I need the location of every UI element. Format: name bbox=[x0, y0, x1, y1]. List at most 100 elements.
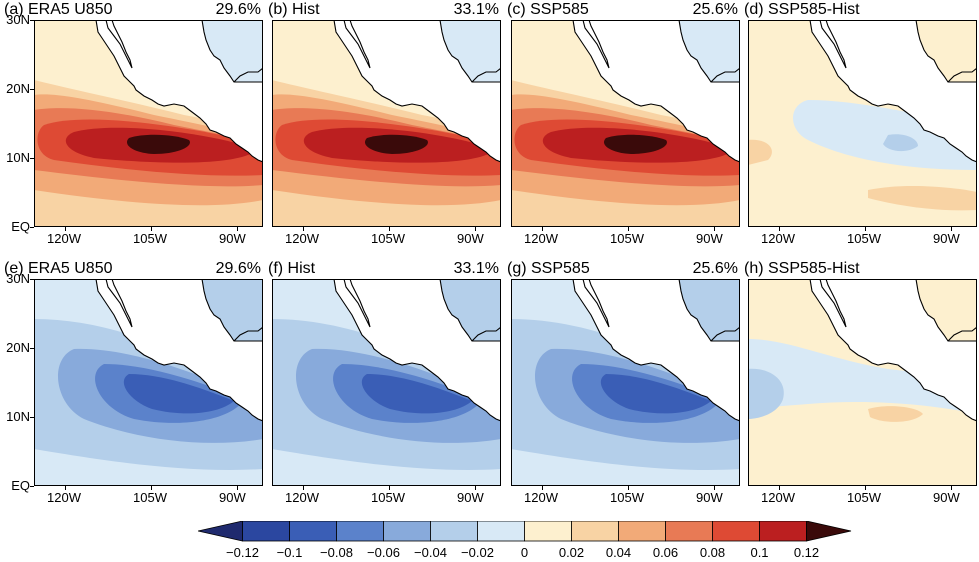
coastline bbox=[678, 20, 740, 83]
colorbar-swatch bbox=[571, 521, 619, 542]
land-mask bbox=[573, 279, 740, 421]
coastline bbox=[439, 279, 501, 342]
panel-percent-f: 33.1% bbox=[453, 260, 499, 277]
coastline bbox=[201, 279, 263, 342]
lon-tick bbox=[779, 227, 780, 231]
contour-map-b bbox=[272, 20, 501, 227]
colorbar-label: −0.02 bbox=[461, 545, 494, 560]
land-mask bbox=[334, 279, 501, 421]
lon-label: 120W bbox=[285, 231, 319, 246]
coastline bbox=[819, 279, 847, 328]
map-panel-a bbox=[34, 20, 263, 227]
lon-tick bbox=[65, 227, 66, 231]
land-mask bbox=[810, 279, 977, 421]
lat-tick bbox=[30, 279, 34, 280]
coastline bbox=[333, 279, 501, 422]
lon-tick bbox=[303, 227, 304, 231]
coastline bbox=[582, 20, 610, 69]
coastline bbox=[471, 67, 501, 83]
colorbar-label: 0.02 bbox=[558, 545, 585, 560]
coastline bbox=[333, 20, 501, 163]
colorbar-swatch bbox=[242, 521, 290, 542]
contour-map-f bbox=[272, 279, 501, 486]
lon-tick bbox=[475, 227, 476, 231]
lon-tick bbox=[237, 486, 238, 490]
lat-tick bbox=[30, 417, 34, 418]
lon-label: 90W bbox=[457, 231, 484, 246]
contour-map-c bbox=[511, 20, 740, 227]
contour-band bbox=[126, 134, 190, 154]
colorbar-label: 0.1 bbox=[750, 545, 769, 560]
contour-map-g bbox=[511, 279, 740, 486]
land-mask bbox=[96, 279, 263, 421]
coastline bbox=[710, 326, 740, 342]
map-panel-e bbox=[34, 279, 263, 486]
lon-tick bbox=[65, 486, 66, 490]
coastline bbox=[915, 279, 977, 342]
land-mask bbox=[573, 20, 740, 162]
map-panel-h bbox=[748, 279, 977, 486]
panel-title-c: (c) SSP585 bbox=[507, 1, 589, 18]
lon-tick bbox=[389, 486, 390, 490]
coastline bbox=[343, 20, 371, 69]
coastline bbox=[572, 279, 740, 422]
lat-label: 20N bbox=[6, 81, 30, 96]
lon-tick bbox=[389, 227, 390, 231]
lon-label: 120W bbox=[761, 231, 795, 246]
lon-label: 105W bbox=[133, 231, 167, 246]
gulf-of-mexico bbox=[916, 279, 977, 341]
colorbar-label: −0.04 bbox=[414, 545, 447, 560]
coastline bbox=[678, 279, 740, 342]
map-panel-d bbox=[748, 20, 977, 227]
lon-tick bbox=[865, 227, 866, 231]
gulf-of-mexico bbox=[202, 279, 263, 341]
lat-label: 30N bbox=[6, 12, 30, 27]
panel-title-b: (b) Hist bbox=[268, 1, 320, 18]
coastline bbox=[201, 20, 263, 83]
contour-band bbox=[364, 134, 428, 154]
contour-band bbox=[123, 374, 234, 414]
lon-label: 90W bbox=[696, 231, 723, 246]
lon-tick bbox=[951, 227, 952, 231]
lat-tick bbox=[30, 20, 34, 21]
land-mask bbox=[96, 20, 263, 162]
contour-band bbox=[361, 374, 472, 414]
coastline bbox=[95, 20, 263, 163]
lon-tick bbox=[542, 227, 543, 231]
lon-label: 120W bbox=[47, 490, 81, 505]
contour-map-e bbox=[34, 279, 263, 486]
lat-tick bbox=[30, 158, 34, 159]
lat-label: EQ bbox=[11, 478, 30, 493]
lon-label: 90W bbox=[933, 231, 960, 246]
lon-label: 90W bbox=[219, 231, 246, 246]
gulf-of-mexico bbox=[916, 20, 977, 82]
panel-title-g: (g) SSP585 bbox=[507, 260, 590, 277]
coastline bbox=[233, 67, 263, 83]
lat-label: 10N bbox=[6, 409, 30, 424]
coastline bbox=[471, 326, 501, 342]
lon-tick bbox=[779, 486, 780, 490]
lon-label: 120W bbox=[524, 231, 558, 246]
panel-percent-g: 25.6% bbox=[692, 260, 738, 277]
panel-percent-a: 29.6% bbox=[215, 1, 261, 18]
lat-label: EQ bbox=[11, 219, 30, 234]
colorbar-swatch bbox=[524, 521, 572, 542]
lat-label: 10N bbox=[6, 150, 30, 165]
coastline bbox=[819, 20, 847, 69]
colorbar-label: −0.06 bbox=[367, 545, 400, 560]
contour-band bbox=[883, 134, 918, 152]
lat-tick bbox=[30, 89, 34, 90]
lon-label: 120W bbox=[47, 231, 81, 246]
lon-label: 90W bbox=[219, 490, 246, 505]
colorbar-swatch bbox=[712, 521, 760, 542]
contour-band bbox=[748, 368, 784, 419]
lon-label: 105W bbox=[847, 490, 881, 505]
lon-tick bbox=[237, 227, 238, 231]
contour-band bbox=[748, 139, 772, 165]
lon-tick bbox=[151, 486, 152, 490]
lon-tick bbox=[865, 486, 866, 490]
panel-percent-e: 29.6% bbox=[215, 260, 261, 277]
lon-label: 120W bbox=[524, 490, 558, 505]
coastline bbox=[105, 279, 133, 328]
